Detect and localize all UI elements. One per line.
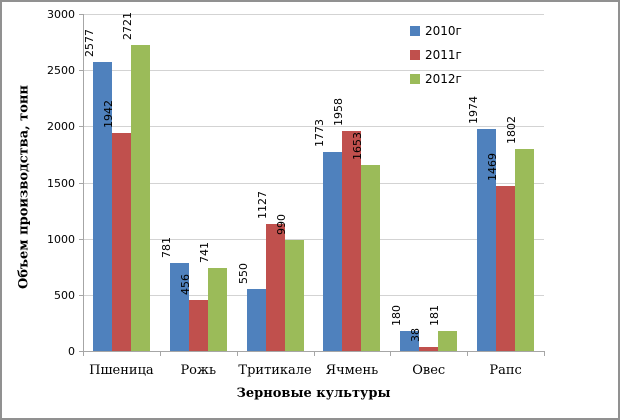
y-tick-mark-3000 [79,14,83,15]
x-tick-mark-6 [544,352,545,356]
bar-value-label-2010г-Ячмень: 1773 [313,119,326,147]
category-label-Овес: Овес [412,363,446,378]
x-tick-mark-2 [237,352,238,356]
bar-value-label-2012г-Рапс: 1802 [505,116,518,144]
y-tick-label-2500: 2500 [47,64,75,77]
bar-2012г-Овес [438,331,457,351]
legend-swatch-2010г [410,26,420,36]
legend-label-2011г: 2011г [425,48,462,62]
bar-value-label-2012г-Пшеница: 2721 [121,12,134,40]
y-tick-label-0: 0 [68,345,75,358]
category-label-Рапс: Рапс [489,363,522,378]
y-tick-label-500: 500 [54,289,75,302]
bar-2010г-Рапс [477,129,496,351]
bar-value-label-2012г-Тритикале: 990 [275,214,288,235]
bar-2012г-Рожь [208,268,227,351]
legend-item-2011г: 2011г [410,48,480,62]
bar-2011г-Ячмень [342,131,361,351]
legend-label-2010г: 2010г [425,24,462,38]
y-tick-label-1500: 1500 [47,177,75,190]
bar-value-label-2011г-Ячмень: 1958 [332,98,345,126]
y-axis-title-text: Объем производства, тонн [16,84,32,289]
gridline-500 [83,295,544,296]
bar-2012г-Ячмень [361,165,380,351]
category-label-Ячмень: Ячмень [325,363,379,378]
bar-2010г-Овес [400,331,419,351]
bar-2010г-Рожь [170,263,189,351]
legend: 2010г 2011г 2012г [410,24,480,94]
y-tick-mark-2000 [79,126,83,127]
bar-value-label-2010г-Рапс: 1974 [467,96,480,124]
legend-label-2012г: 2012г [425,72,462,86]
y-tick-mark-2500 [79,70,83,71]
bar-2010г-Пшеница [93,62,112,351]
y-tick-mark-1500 [79,183,83,184]
bar-value-label-2011г-Тритикале: 1127 [256,191,269,219]
bar-2010г-Ячмень [323,152,342,351]
gridline-1500 [83,183,544,184]
legend-swatch-2011г [410,50,420,60]
bar-2012г-Рапс [515,149,534,351]
bar-2011г-Овес [419,347,438,351]
gridline-2000 [83,126,544,127]
gridline-3000 [83,14,544,15]
x-tick-mark-5 [467,352,468,356]
y-tick-mark-0 [79,351,83,352]
gridline-2500 [83,70,544,71]
bar-value-label-2012г-Ячмень: 1653 [351,132,364,160]
legend-swatch-2012г [410,74,420,84]
y-tick-label-1000: 1000 [47,233,75,246]
bar-2011г-Тритикале [266,224,285,351]
bar-2012г-Пшеница [131,45,150,351]
bar-value-label-2011г-Рапс: 1469 [486,153,499,181]
y-axis-line [83,14,84,352]
category-label-Пшеница: Пшеница [89,363,154,378]
bar-2012г-Тритикале [285,240,304,351]
bar-value-label-2010г-Рожь: 781 [160,237,173,258]
y-tick-mark-1000 [79,239,83,240]
category-label-Рожь: Рожь [180,363,217,378]
gridline-1000 [83,239,544,240]
bar-value-label-2010г-Тритикале: 550 [237,263,250,284]
bar-value-label-2010г-Овес: 180 [390,305,403,326]
bar-value-label-2011г-Овес: 38 [409,328,422,342]
legend-item-2012г: 2012г [410,72,480,86]
bar-value-label-2010г-Пшеница: 2577 [83,29,96,57]
legend-item-2010г: 2010г [410,24,480,38]
bar-2011г-Рожь [189,300,208,351]
y-tick-label-3000: 3000 [47,8,75,21]
bar-2011г-Рапс [496,186,515,351]
y-tick-mark-500 [79,295,83,296]
x-axis-title: Зерновые культуры [236,386,391,401]
x-tick-mark-4 [390,352,391,356]
y-tick-label-2000: 2000 [47,120,75,133]
bar-value-label-2012г-Овес: 181 [428,305,441,326]
x-tick-mark-3 [314,352,315,356]
x-tick-mark-1 [160,352,161,356]
bar-value-label-2012г-Рожь: 741 [198,242,211,263]
x-tick-mark-0 [83,352,84,356]
bar-value-label-2011г-Рожь: 456 [179,274,192,295]
bar-2010г-Тритикале [247,289,266,351]
bar-value-label-2011г-Пшеница: 1942 [102,100,115,128]
category-label-Тритикале: Тритикале [238,363,312,378]
bar-2011г-Пшеница [112,133,131,351]
x-axis-line [83,351,545,352]
